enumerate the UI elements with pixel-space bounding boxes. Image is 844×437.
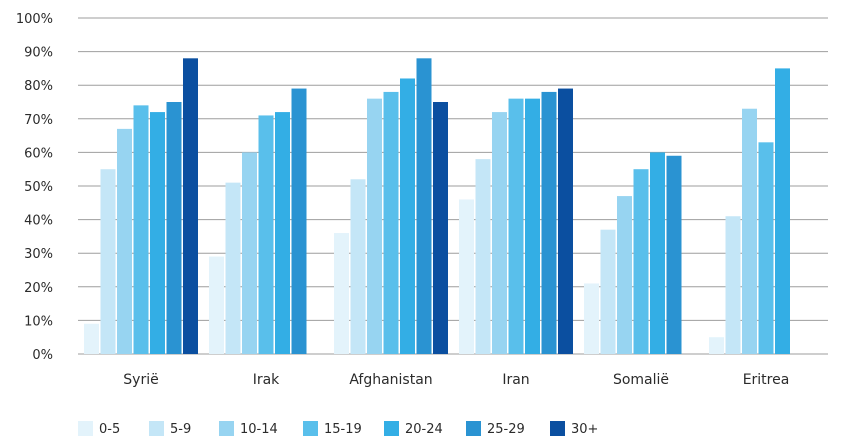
bar-10-14-Iran [492, 112, 507, 354]
bar-25-29-Syrië [166, 102, 182, 354]
y-tick-label: 90% [24, 46, 53, 61]
x-category-label: Iran [502, 372, 529, 388]
bar-20-24-Irak [275, 112, 290, 354]
legend-swatch [384, 421, 399, 436]
bar-20-24-Iran [525, 98, 540, 354]
bar-25-29-Afghanistan [416, 58, 432, 354]
x-category-label: Syrië [123, 372, 158, 388]
x-category-label: Afghanistan [349, 372, 432, 388]
legend-swatch [303, 421, 318, 436]
legend-swatch [149, 421, 164, 436]
legend-swatch [466, 421, 481, 436]
y-tick-label: 60% [24, 146, 53, 161]
bar-25-29-Iran [541, 91, 557, 355]
y-tick-label: 40% [24, 214, 53, 229]
bar-30+-Syrië [183, 58, 198, 354]
bar-20-24-Somalië [650, 152, 665, 354]
bar-15-19-Afghanistan [383, 91, 399, 355]
bar-10-14-Eritrea [742, 108, 757, 354]
legend-swatch [219, 421, 234, 436]
bar-15-19-Eritrea [758, 142, 774, 354]
bar-10-14-Syrië [117, 128, 132, 354]
bar-15-19-Somalië [633, 169, 649, 354]
bar-5-9-Afghanistan [350, 179, 366, 354]
legend-swatch [550, 421, 565, 436]
y-axis-ticks: 0% 10% 20% 30% 40% 50% 60% 70% 80% 90% 100% [16, 12, 53, 363]
bar-10-14-Somalië [617, 196, 632, 354]
bar-0-5-Afghanistan [334, 233, 349, 354]
legend-label: 15-19 [324, 422, 362, 437]
x-category-label: Irak [253, 372, 280, 388]
bar-0-5-Eritrea [709, 337, 724, 354]
bar-15-19-Syrië [133, 105, 149, 354]
bars [84, 58, 790, 355]
y-tick-label: 20% [24, 281, 53, 296]
legend-label: 25-29 [487, 422, 525, 437]
legend-label: 30+ [571, 422, 598, 437]
y-tick-label: 100% [16, 12, 53, 27]
bar-10-14-Irak [242, 152, 257, 354]
bar-5-9-Syrië [100, 169, 116, 354]
bar-30+-Afghanistan [433, 102, 448, 354]
bar-25-29-Irak [291, 88, 307, 354]
bar-0-5-Irak [209, 256, 224, 354]
y-tick-label: 0% [32, 348, 53, 363]
legend: 0-5 5-9 10-14 15-19 20-24 25-29 30+ [78, 421, 598, 437]
bar-5-9-Somalië [600, 229, 616, 354]
bar-15-19-Irak [258, 115, 274, 354]
x-category-label: Somalië [613, 372, 669, 388]
legend-label: 5-9 [170, 422, 191, 437]
legend-label: 0-5 [99, 422, 120, 437]
y-tick-label: 50% [24, 180, 53, 195]
bar-30+-Iran [558, 88, 573, 354]
gridlines [78, 17, 828, 355]
bar-15-19-Iran [508, 98, 524, 354]
bar-25-29-Somalië [666, 155, 682, 354]
bar-20-24-Syrië [150, 112, 165, 354]
bar-10-14-Afghanistan [367, 98, 382, 354]
y-tick-label: 30% [24, 247, 53, 262]
y-tick-label: 80% [24, 79, 53, 94]
bar-20-24-Afghanistan [400, 78, 415, 354]
legend-label: 20-24 [405, 422, 443, 437]
bar-0-5-Iran [459, 199, 474, 354]
x-axis-categories: Syrië Irak Afghanistan Iran Somalië Eritrea [123, 372, 789, 388]
y-tick-label: 10% [24, 314, 53, 329]
legend-label: 10-14 [240, 422, 278, 437]
bar-5-9-Eritrea [725, 216, 741, 354]
bar-5-9-Iran [475, 159, 491, 354]
bar-20-24-Eritrea [775, 68, 790, 355]
bar-0-5-Somalië [584, 283, 599, 354]
bar-0-5-Syrië [84, 323, 99, 354]
legend-swatch [78, 421, 93, 436]
bar-5-9-Irak [225, 182, 241, 354]
y-tick-label: 70% [24, 113, 53, 128]
x-category-label: Eritrea [743, 372, 790, 388]
